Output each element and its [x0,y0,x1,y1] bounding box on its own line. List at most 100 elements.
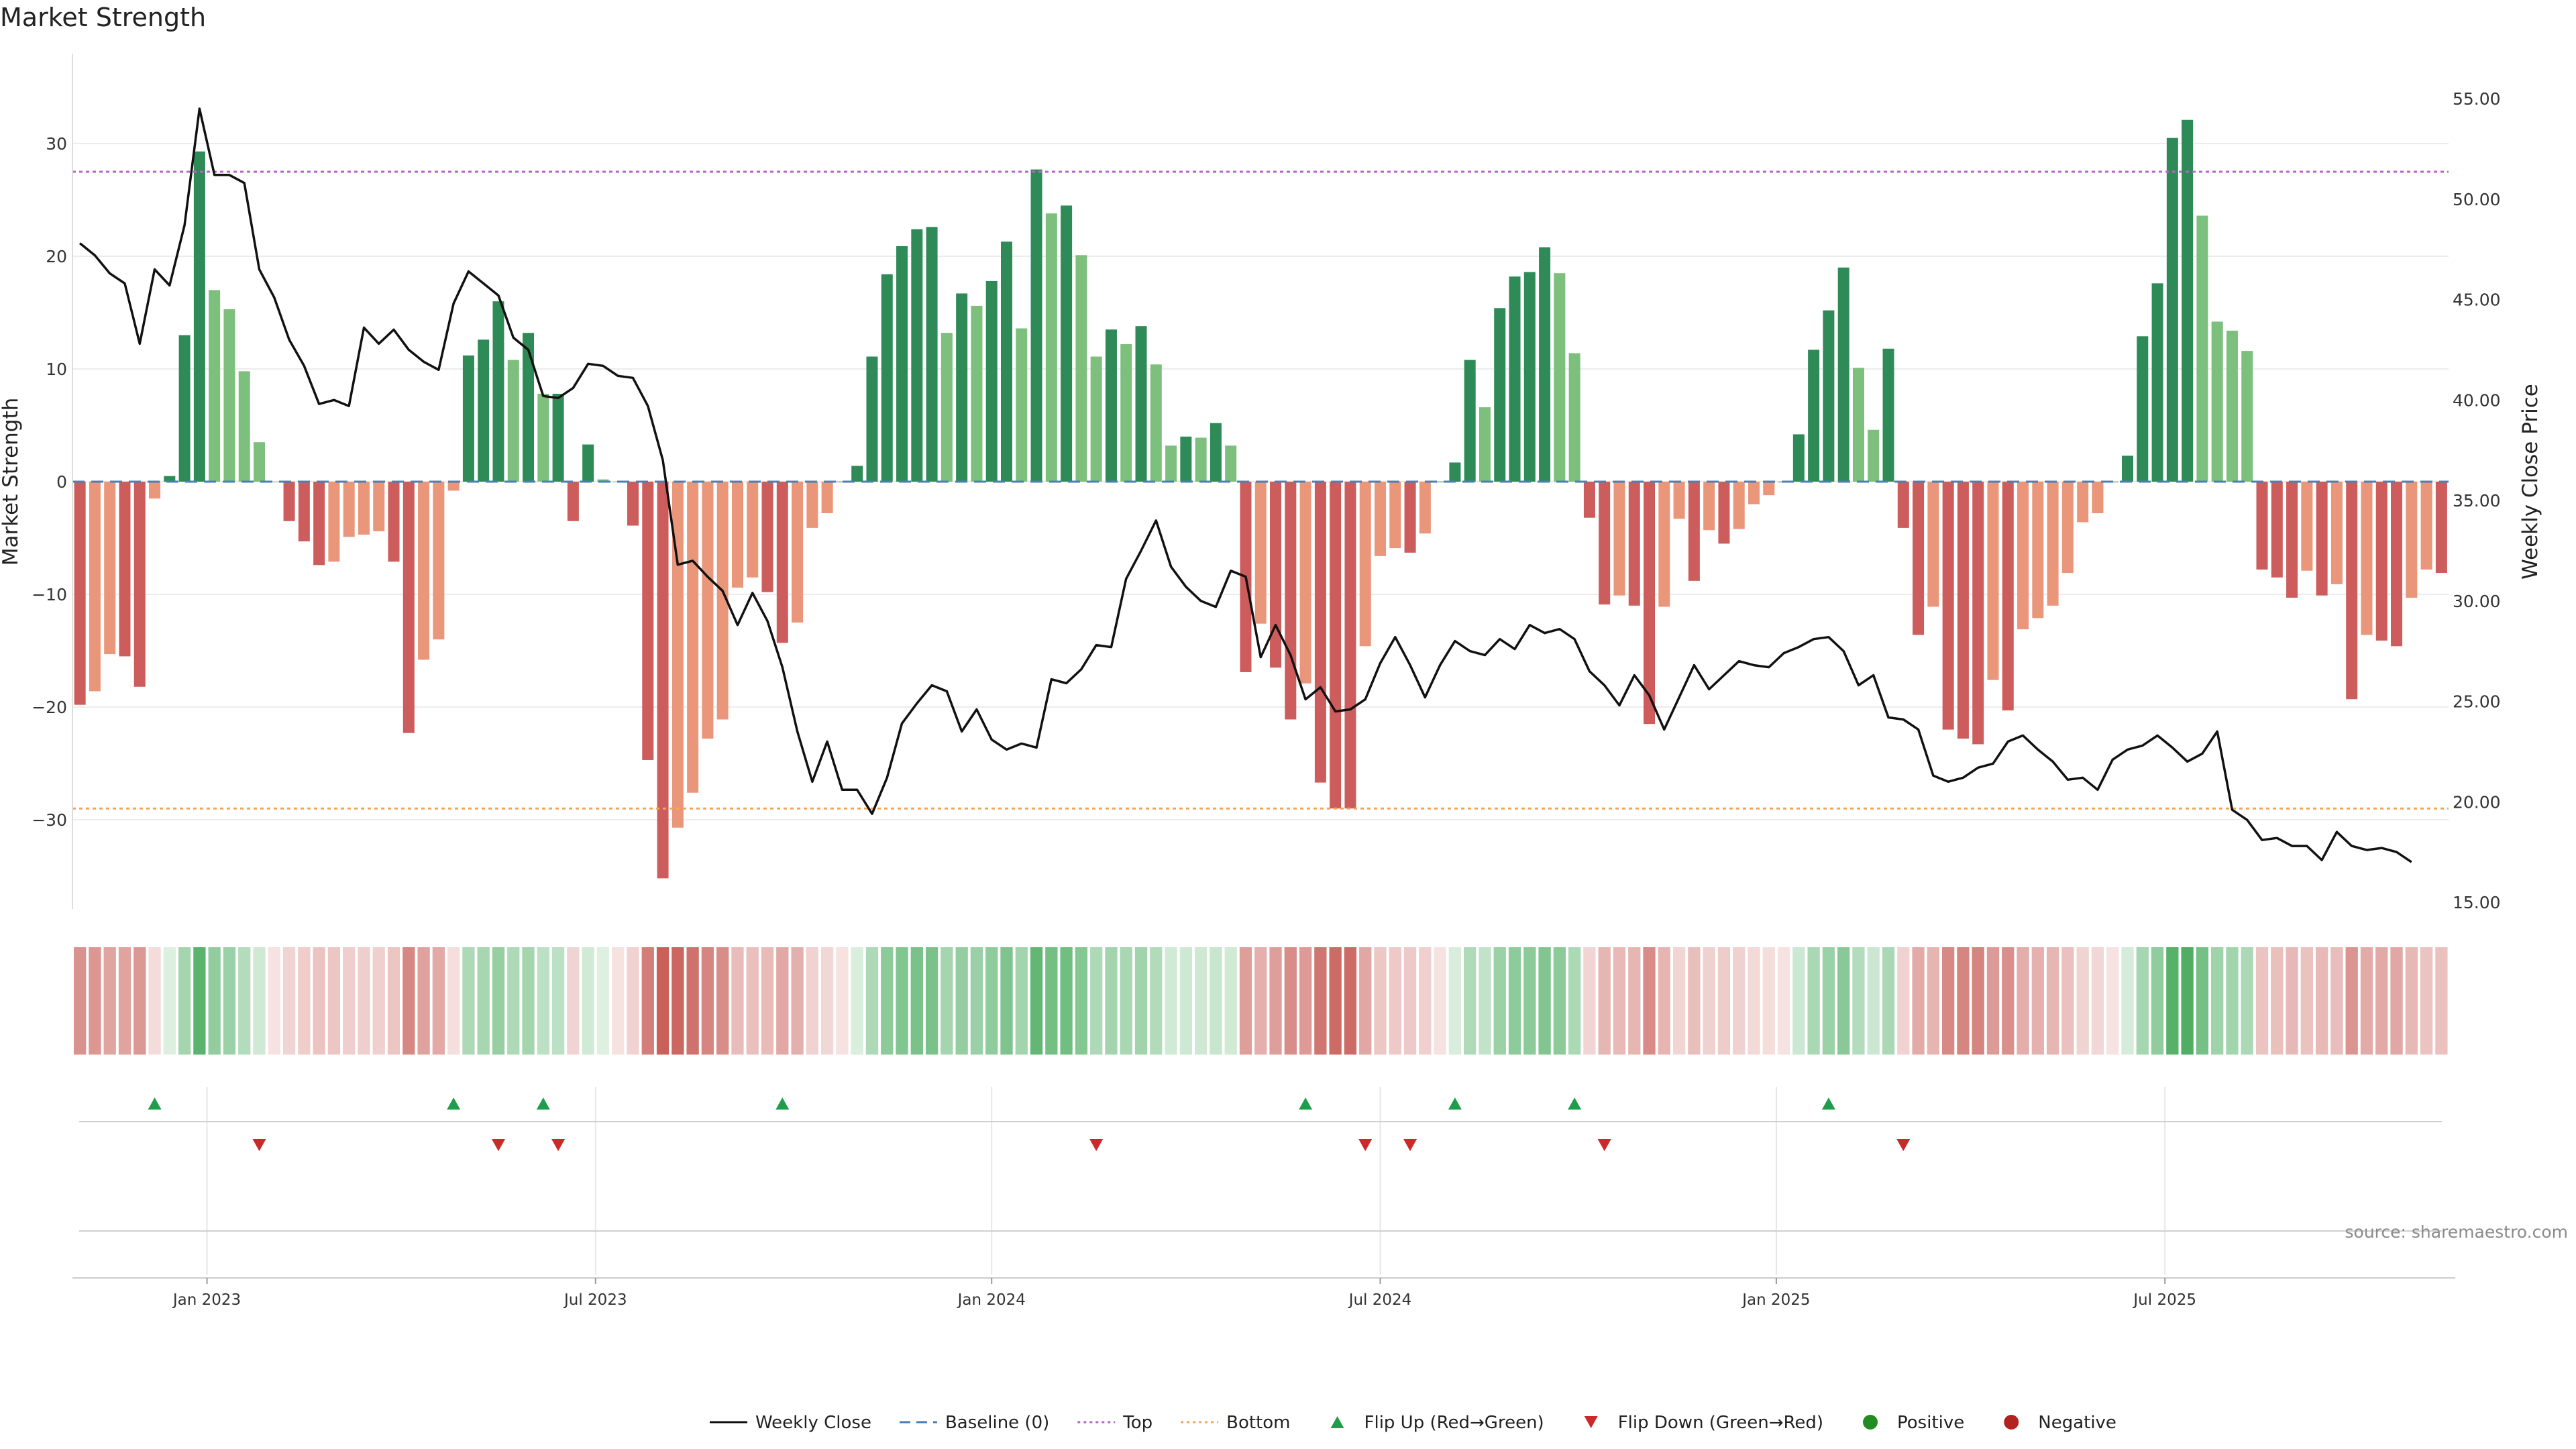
heat-cell [1553,947,1566,1055]
flip-down-marker [551,1139,566,1151]
heat-cell [1284,947,1297,1055]
heat-strip [74,947,2448,1055]
strength-bar [298,482,310,542]
legend-label: Flip Down (Green→Red) [1618,1413,1823,1433]
heat-cell [1195,947,1208,1055]
strength-bar [731,482,743,588]
strength-bar [896,246,908,482]
legend-item: Negative [2004,1413,2116,1433]
strength-bar [926,227,938,482]
strength-bar [1509,276,1521,482]
strength-bar [1733,482,1745,529]
heat-cell [1748,947,1760,1055]
strength-bar [283,482,295,521]
y-tick-label: −30 [32,810,67,830]
heat-cell [447,947,460,1055]
heat-cell [1523,947,1536,1055]
heat-cell [2360,947,2373,1055]
y2-tick-label: 40.00 [2453,390,2501,410]
heat-cell [1733,947,1746,1055]
heat-cell [925,947,938,1055]
strength-bar [164,476,176,482]
strength-bar [2226,330,2238,482]
heat-cell [865,947,879,1055]
strength-bar [178,335,191,482]
heat-cell [1269,947,1282,1055]
strength-bar [238,371,250,482]
heat-cell [1179,947,1192,1055]
strength-bar [1299,482,1311,684]
heat-cell [163,947,176,1055]
heat-cell [791,947,804,1055]
heat-cell [1403,947,1417,1055]
strength-bar [1523,272,1536,482]
strength-bar [1165,445,1177,482]
heat-cell [2286,947,2298,1055]
strength-bar [1330,482,1342,809]
heat-cell [1299,947,1312,1055]
heat-cell [1090,947,1103,1055]
strength-bar [1210,423,1222,482]
heat-cell [1598,947,1611,1055]
strength-bar [1882,348,1894,482]
strength-bar [1748,482,1760,504]
strength-bar [1389,482,1401,549]
flip-up-marker [447,1097,461,1110]
heat-cell [1807,947,1820,1055]
heat-cell [582,947,594,1055]
strength-bar [2375,482,2387,641]
heat-cell [2166,947,2179,1055]
heat-cell [1374,947,1387,1055]
heat-cell [761,947,774,1055]
strength-bar [672,482,684,828]
heat-cell [821,947,834,1055]
strength-bar [254,442,265,482]
strength-bar [1837,267,1849,482]
legend-item: Positive [1863,1413,1964,1433]
heat-cell [551,947,565,1055]
strength-bar [1045,213,1057,482]
strength-bar [821,482,833,514]
legend-item: Weekly Close [710,1413,871,1433]
heat-cell [2106,947,2119,1055]
flip-up-marker [775,1097,790,1110]
x-tick-label: Jul 2024 [1348,1291,1412,1309]
heat-cell [2300,947,2313,1055]
heat-cell [627,947,639,1055]
strength-bar [911,229,923,482]
strength-bar [1718,482,1730,544]
heat-cell [1658,947,1670,1055]
strength-bar [1942,482,1954,730]
strength-bar [1628,482,1640,606]
x-tick-label: Jul 2023 [563,1291,627,1309]
heat-cell [836,947,849,1055]
legend-item: Bottom [1181,1413,1291,1433]
legend-swatch [1330,1416,1344,1428]
heat-cell [851,947,863,1055]
heat-cell [1389,947,1401,1055]
legend-swatch [1863,1415,1878,1430]
strength-bar [193,151,205,482]
strength-bar [1583,482,1595,518]
heat-cell [1105,947,1118,1055]
strength-bar [2002,482,2014,711]
legend: Weekly Close Baseline (0) Top Bottom Flip Up… [710,1413,2116,1433]
weekly-close-line [79,107,2412,863]
heat-cell [477,947,490,1055]
y2-tick-label: 50.00 [2453,190,2501,209]
heat-cell [731,947,744,1055]
strength-bar [1868,429,1880,482]
heat-cell [74,947,87,1055]
flip-up-marker [1568,1097,1582,1110]
strength-bar [343,482,355,537]
heat-cell [1927,947,1939,1055]
strength-bar [2435,482,2447,574]
strength-bar [1688,482,1700,581]
heat-cell [417,947,430,1055]
heat-cell [2435,947,2448,1055]
strength-bar [2151,283,2163,482]
heat-cell [1254,947,1267,1055]
flip-up-marker [1448,1097,1462,1110]
flip-down-marker [1403,1139,1417,1151]
strength-bar [1852,368,1864,482]
